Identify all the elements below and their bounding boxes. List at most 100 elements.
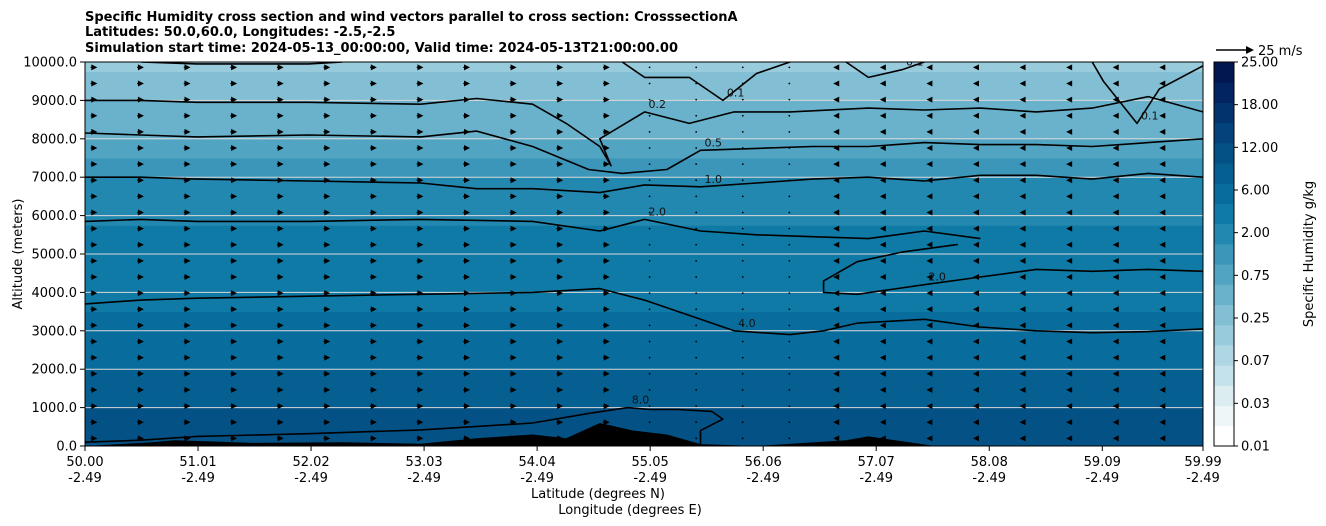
wind-vector <box>464 338 471 345</box>
wind-vector <box>324 257 331 264</box>
wind-vector <box>137 64 144 71</box>
colorbar-segment <box>1214 304 1234 326</box>
wind-vector <box>417 290 424 297</box>
wind-vector <box>324 338 331 345</box>
wind-vector <box>510 322 517 329</box>
wind-vector <box>231 209 238 216</box>
wind-vector <box>184 419 191 426</box>
wind-vector <box>741 292 744 295</box>
contour-label: 0.1 <box>906 56 924 69</box>
wind-vector <box>324 225 331 232</box>
wind-vector <box>788 179 791 182</box>
wind-vector <box>91 370 98 377</box>
wind-vector <box>324 241 331 248</box>
wind-vector <box>417 386 424 393</box>
wind-vector <box>184 145 191 152</box>
wind-vector <box>184 241 191 248</box>
wind-vector <box>695 356 698 359</box>
wind-vector <box>277 386 284 393</box>
wind-vector <box>417 403 424 410</box>
wind-vector <box>91 96 98 103</box>
wind-vector <box>464 306 471 313</box>
humidity-band <box>85 158 1203 169</box>
contour-label: 0.5 <box>705 136 723 149</box>
x-tick-label-lat: 54.04 <box>519 455 556 470</box>
wind-vector <box>695 195 698 198</box>
wind-vector <box>417 435 424 442</box>
wind-vector <box>370 370 377 377</box>
wind-vector <box>788 389 791 391</box>
contour-line <box>85 130 1203 175</box>
wind-vector <box>695 389 698 391</box>
wind-vector <box>417 96 424 103</box>
wind-vector <box>741 163 744 166</box>
colorbar-segment <box>1214 324 1234 346</box>
wind-vector <box>417 128 424 135</box>
colorbar-segment <box>1214 264 1234 285</box>
wind-vector <box>695 437 698 440</box>
contour-line <box>822 243 1203 296</box>
colorbar-tick-label: 0.07 <box>1241 354 1270 369</box>
plot-area: 8.04.02.02.01.00.50.20.10.10.10.1 <box>85 56 1203 446</box>
wind-vector <box>695 243 698 246</box>
x-tick-label-lat: 55.05 <box>632 455 669 470</box>
humidity-band <box>85 138 1203 149</box>
wind-vector <box>603 386 610 393</box>
wind-vector <box>417 370 424 377</box>
x-tick-label-lon: -2.49 <box>68 471 102 486</box>
wind-vector <box>464 225 471 232</box>
wind-vector <box>231 241 238 248</box>
colorbar-segment <box>1214 183 1234 204</box>
wind-vector <box>788 324 791 327</box>
wind-vector <box>91 112 98 119</box>
wind-vector <box>91 161 98 168</box>
wind-vector <box>464 241 471 248</box>
wind-vector <box>137 193 144 200</box>
humidity-band <box>85 100 1203 111</box>
wind-vector <box>137 209 144 216</box>
contour-line <box>85 172 1203 194</box>
title-line-3: Simulation start time: 2024-05-13_00:00:… <box>85 41 678 56</box>
wind-vector <box>277 419 284 426</box>
wind-vector <box>788 147 791 149</box>
wind-vector <box>277 403 284 410</box>
wind-vector <box>91 128 98 135</box>
y-tick-label: 10000.0 <box>23 56 77 71</box>
humidity-band <box>85 321 1203 332</box>
humidity-band <box>85 407 1203 418</box>
wind-vector <box>231 96 238 103</box>
wind-vector <box>510 338 517 345</box>
humidity-band <box>85 350 1203 361</box>
wind-vector <box>370 274 377 281</box>
x-tick-label-lon: -2.49 <box>294 471 328 486</box>
wind-vector <box>603 177 610 184</box>
wind-vector <box>510 209 517 216</box>
wind-vector <box>695 130 698 133</box>
wind-vector <box>741 437 744 440</box>
wind-vector <box>370 161 377 168</box>
chart-title: Specific Humidity cross section and wind… <box>85 10 738 56</box>
wind-vector <box>324 419 331 426</box>
wind-vector <box>370 64 377 71</box>
colorbar-segment <box>1214 163 1234 184</box>
wind-vector <box>464 322 471 329</box>
x-axis-label-longitude: Longitude (degrees E) <box>558 503 702 518</box>
wind-vector <box>557 241 564 248</box>
wind-vector <box>137 225 144 232</box>
wind-vector <box>91 145 98 152</box>
y-tick-label: 1000.0 <box>32 401 78 416</box>
humidity-band <box>85 369 1203 380</box>
colorbar-segment <box>1214 82 1234 103</box>
y-axis-label: Altitude (meters) <box>11 199 26 310</box>
wind-vector <box>557 322 564 329</box>
wind-vector <box>231 290 238 297</box>
wind-vector <box>788 405 791 407</box>
wind-vector <box>324 403 331 410</box>
wind-vector <box>417 193 424 200</box>
terrain-profile <box>85 423 1203 446</box>
wind-vector <box>324 128 331 135</box>
wind-vector <box>464 419 471 426</box>
wind-vector <box>603 370 610 377</box>
colorbar-segment <box>1214 284 1234 306</box>
wind-vector <box>603 225 610 232</box>
